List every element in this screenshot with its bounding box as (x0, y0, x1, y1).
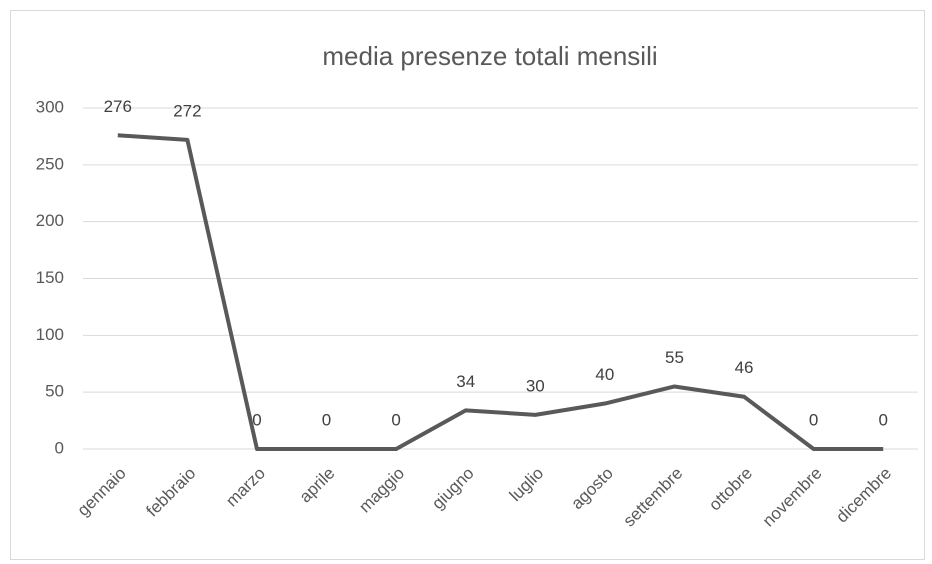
data-label: 34 (456, 372, 475, 391)
data-label: 276 (104, 97, 132, 116)
data-label: 0 (252, 410, 261, 429)
y-tick-label: 50 (45, 382, 64, 401)
y-tick-label: 200 (36, 211, 64, 230)
data-label: 0 (322, 410, 331, 429)
data-label: 46 (735, 358, 754, 377)
data-label: 0 (391, 410, 400, 429)
chart-title: media presenze totali mensili (322, 41, 657, 71)
y-tick-label: 0 (55, 438, 64, 457)
data-label: 40 (595, 365, 614, 384)
y-tick-label: 300 (36, 97, 64, 116)
data-label: 0 (809, 410, 818, 429)
data-label: 55 (665, 348, 684, 367)
data-line (117, 133, 884, 451)
data-label: 272 (173, 101, 201, 120)
data-label: 0 (878, 410, 887, 429)
chart-frame (10, 10, 925, 560)
y-tick-label: 250 (36, 154, 64, 173)
data-label: 30 (526, 376, 545, 395)
y-tick-label: 100 (36, 325, 64, 344)
y-tick-label: 150 (36, 268, 64, 287)
